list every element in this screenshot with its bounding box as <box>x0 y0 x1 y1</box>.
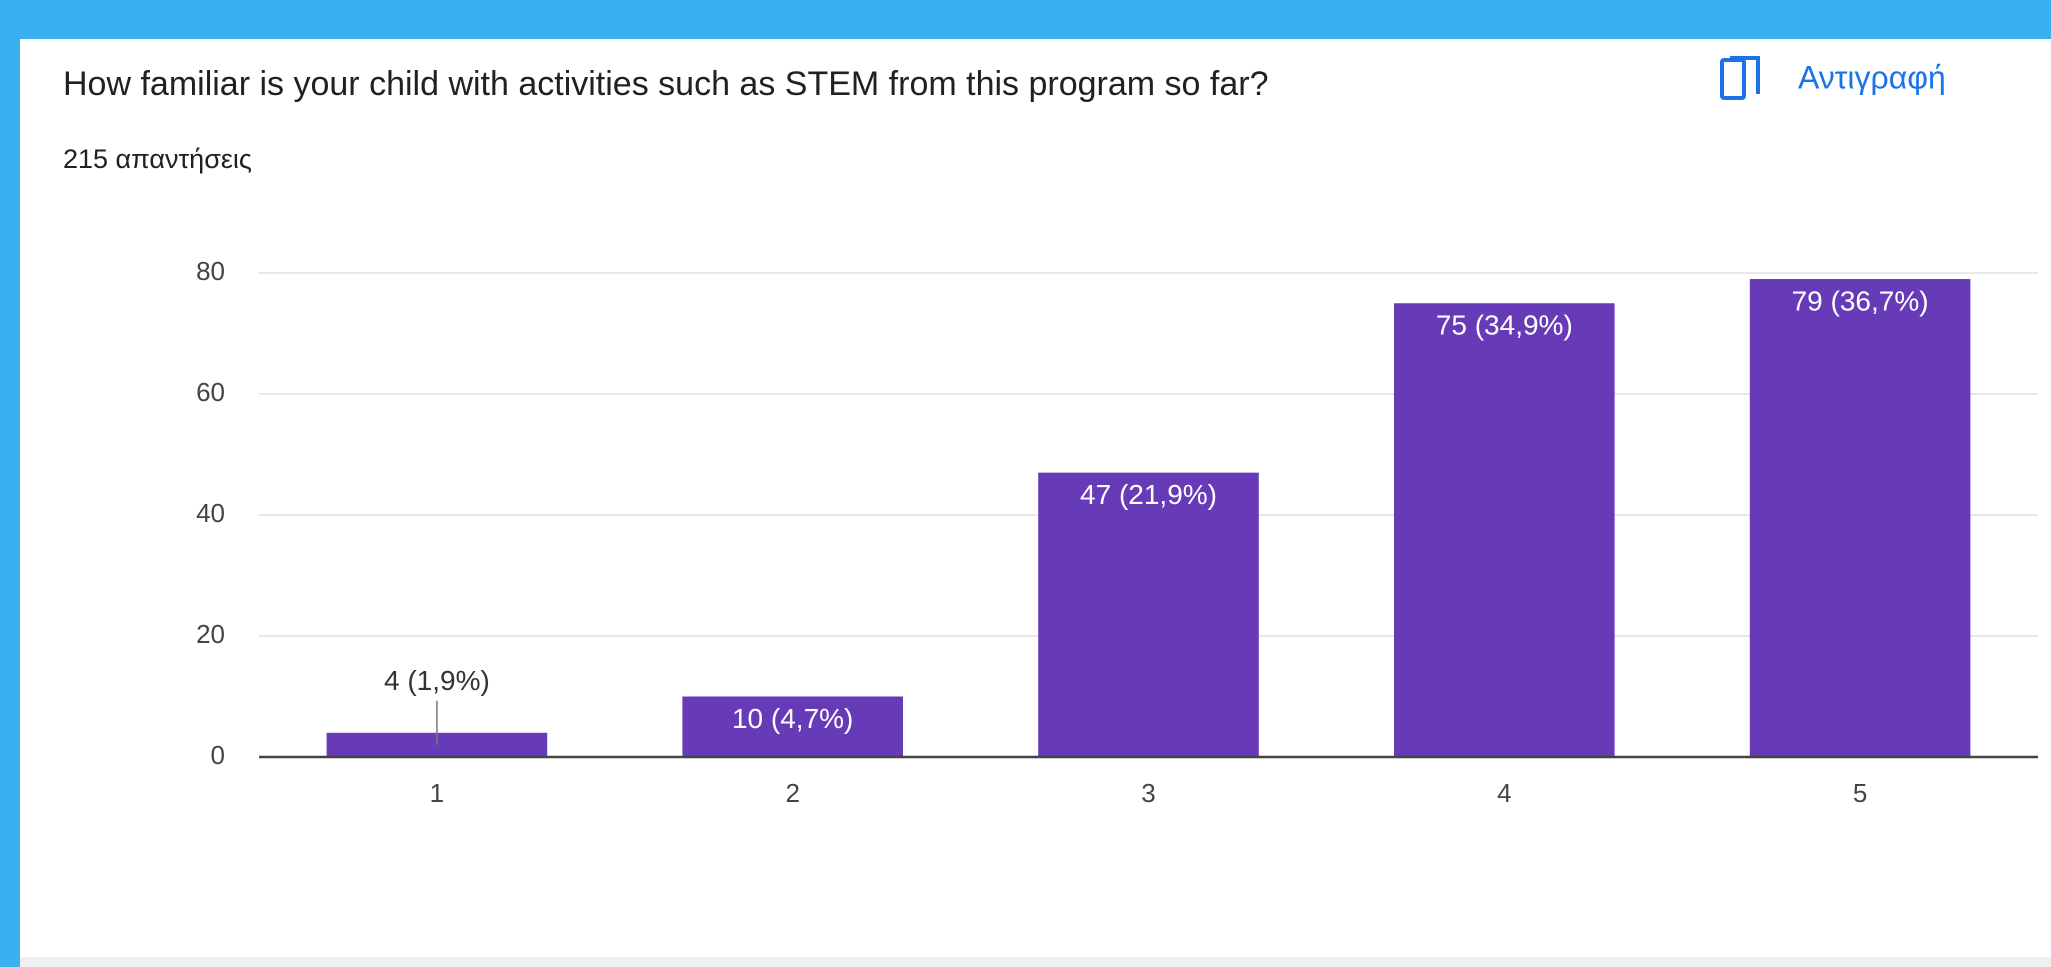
bar <box>682 696 903 757</box>
question-title: How familiar is your child with activiti… <box>63 65 1268 103</box>
y-tick-label: 20 <box>196 619 225 649</box>
x-tick-label: 5 <box>1853 778 1867 808</box>
y-tick-label: 60 <box>196 377 225 407</box>
y-tick-label: 0 <box>211 740 225 770</box>
data-label: 75 (34,9%) <box>1436 310 1573 341</box>
y-tick-label: 40 <box>196 498 225 528</box>
response-count: 215 απαντήσεις <box>63 144 252 174</box>
y-tick-label: 80 <box>196 256 225 286</box>
copy-icon <box>1730 56 1760 94</box>
data-label: 47 (21,9%) <box>1080 479 1217 510</box>
x-tick-label: 3 <box>1141 778 1155 808</box>
copy-label[interactable]: Αντιγραφή <box>1798 59 1946 95</box>
data-label: 4 (1,9%) <box>384 665 490 696</box>
card-footer <box>20 957 2051 967</box>
copy-button[interactable]: Αντιγραφή <box>1720 56 1946 100</box>
card <box>20 39 2051 967</box>
x-tick-label: 4 <box>1497 778 1511 808</box>
x-tick-label: 1 <box>430 778 444 808</box>
bar <box>1394 303 1615 757</box>
x-tick-label: 2 <box>785 778 799 808</box>
data-label: 10 (4,7%) <box>732 703 853 734</box>
data-label: 79 (36,7%) <box>1792 285 1929 316</box>
bar <box>1038 472 1259 757</box>
bar <box>1749 279 1971 757</box>
